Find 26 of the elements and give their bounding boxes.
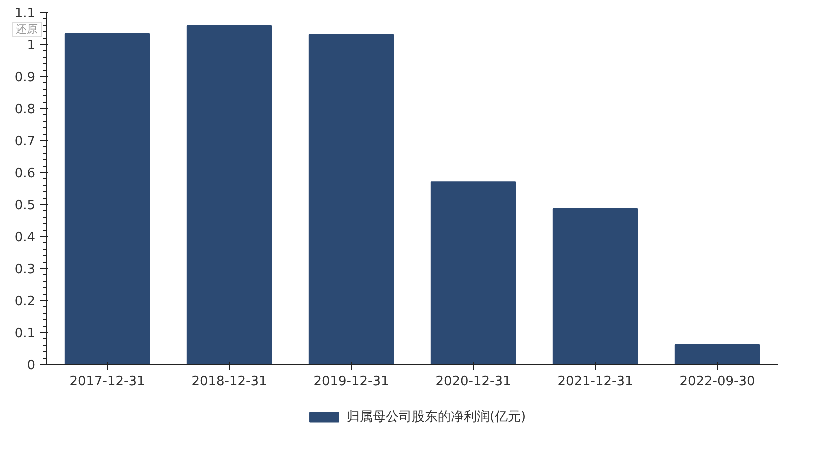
bar bbox=[64, 33, 150, 364]
y-tick-label: 0.3 bbox=[14, 262, 36, 278]
x-tick-label: 2019-12-31 bbox=[314, 374, 390, 390]
y-tick-label: 0.9 bbox=[14, 70, 36, 86]
x-tick-label: 2020-12-31 bbox=[436, 374, 512, 390]
y-tick-label: 0.2 bbox=[14, 294, 36, 310]
y-tick-label: 1 bbox=[27, 38, 36, 54]
y-tick-label: 0.6 bbox=[14, 166, 36, 182]
legend-label: 归属母公司股东的净利润(亿元) bbox=[346, 409, 526, 426]
x-tick-label: 2017-12-31 bbox=[70, 374, 146, 390]
bar bbox=[430, 182, 516, 364]
x-tick-label: 2018-12-31 bbox=[192, 374, 268, 390]
y-tick-label: 0.8 bbox=[14, 102, 36, 118]
x-tick-label: 2021-12-31 bbox=[558, 374, 634, 390]
bar bbox=[186, 25, 272, 364]
x-tick-label: 2022-09-30 bbox=[680, 374, 756, 390]
text: 还原 bbox=[16, 23, 38, 36]
y-tick-label: 0.1 bbox=[14, 326, 36, 342]
y-tick-label: 0.7 bbox=[14, 134, 36, 150]
bar bbox=[674, 344, 760, 364]
y-tick-label: 0.4 bbox=[14, 230, 36, 246]
bar bbox=[308, 34, 394, 364]
y-tick-label: 0 bbox=[27, 358, 36, 374]
y-tick-label: 1.1 bbox=[14, 6, 36, 22]
y-tick-label: 0.5 bbox=[14, 198, 36, 214]
bar bbox=[552, 208, 638, 364]
